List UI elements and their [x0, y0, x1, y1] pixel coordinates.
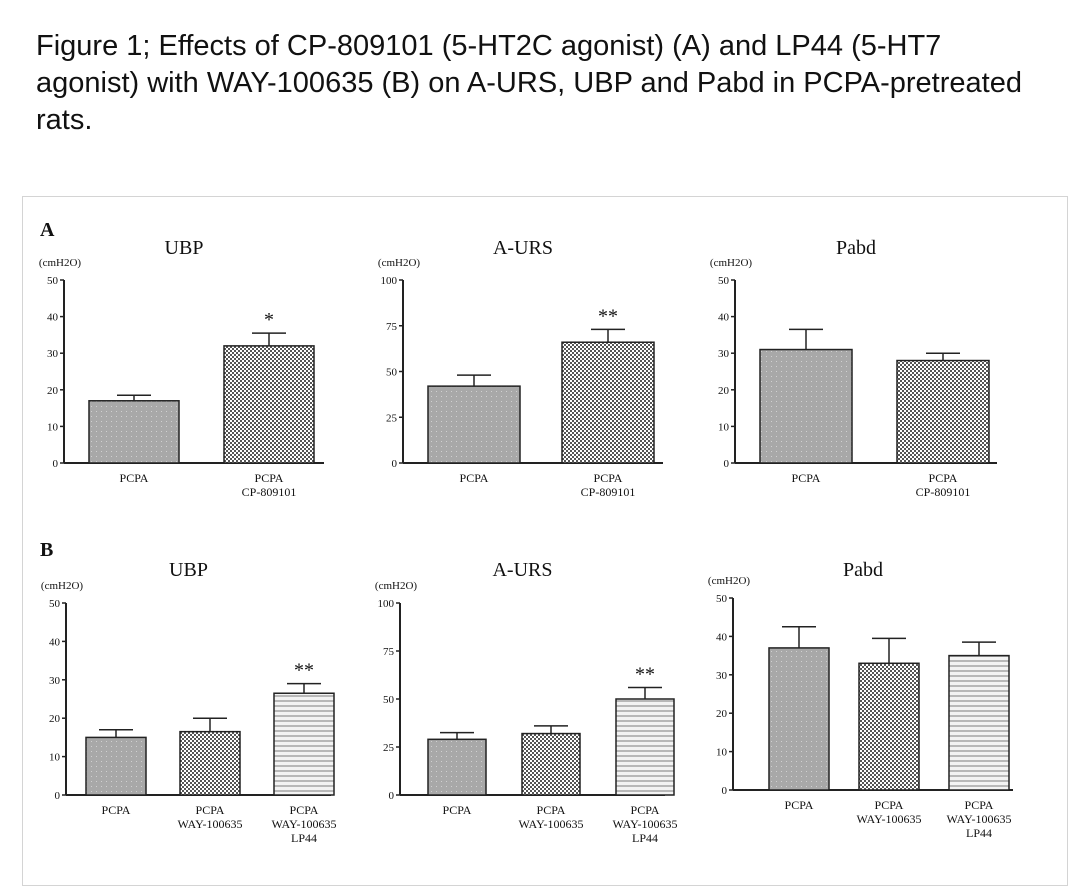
- bar: [768, 647, 830, 791]
- x-tick-label: LP44: [632, 831, 658, 845]
- y-axis-label: (cmH2O): [39, 257, 81, 269]
- chart-title: Pabd: [843, 559, 883, 581]
- bar: [759, 348, 853, 464]
- panel-letter-a: A: [40, 219, 55, 241]
- x-tick-label: WAY-100635: [857, 812, 922, 826]
- x-tick-label: PCPA: [460, 471, 489, 485]
- y-axis-label: (cmH2O): [708, 575, 750, 587]
- y-tick-label: 10: [716, 747, 728, 759]
- bar: [896, 359, 990, 464]
- chart-title: Pabd: [836, 237, 876, 259]
- y-tick-label: 20: [716, 708, 728, 720]
- y-tick-label: 0: [53, 458, 59, 470]
- bar: [561, 341, 655, 464]
- significance-marker: **: [294, 660, 314, 682]
- bar: [948, 654, 1010, 791]
- y-axis-label: (cmH2O): [41, 580, 83, 592]
- x-tick-label: PCPA: [290, 803, 319, 817]
- y-tick-label: 50: [383, 694, 395, 706]
- y-tick-label: 50: [716, 593, 728, 605]
- significance-marker: *: [264, 309, 274, 331]
- chart-title: A-URS: [493, 237, 553, 259]
- y-tick-label: 10: [49, 752, 61, 764]
- y-tick-label: 30: [47, 348, 59, 360]
- x-tick-label: PCPA: [102, 803, 131, 817]
- x-tick-label: PCPA: [196, 803, 225, 817]
- x-tick-label: CP-809101: [242, 485, 297, 499]
- x-tick-label: WAY-100635: [519, 817, 584, 831]
- chart-title: UBP: [165, 237, 204, 259]
- y-tick-label: 0: [722, 785, 728, 797]
- y-tick-label: 50: [47, 275, 59, 287]
- x-tick-label: WAY-100635: [178, 817, 243, 831]
- y-tick-label: 40: [718, 312, 730, 324]
- y-tick-label: 50: [49, 598, 61, 610]
- y-tick-label: 25: [386, 412, 398, 424]
- y-tick-label: 40: [716, 631, 728, 643]
- y-tick-label: 40: [49, 636, 61, 648]
- bar: [85, 736, 147, 796]
- figure-caption: Figure 1; Effects of CP-809101 (5-HT2C a…: [36, 30, 1022, 136]
- bar: [521, 732, 581, 796]
- y-tick-label: 20: [49, 713, 61, 725]
- bar: [858, 662, 920, 791]
- y-tick-label: 100: [378, 598, 395, 610]
- x-tick-label: WAY-100635: [947, 812, 1012, 826]
- bar: [88, 400, 180, 464]
- chart-title: A-URS: [492, 559, 552, 581]
- x-tick-label: PCPA: [965, 798, 994, 812]
- y-tick-label: 0: [724, 458, 730, 470]
- x-tick-label: PCPA: [785, 798, 814, 812]
- x-tick-label: CP-809101: [916, 485, 971, 499]
- y-tick-label: 10: [47, 421, 59, 433]
- bar: [273, 692, 335, 796]
- significance-marker: **: [598, 305, 618, 327]
- y-tick-label: 25: [383, 742, 395, 754]
- x-tick-label: WAY-100635: [272, 817, 337, 831]
- x-tick-label: PCPA: [594, 471, 623, 485]
- y-axis-label: (cmH2O): [375, 580, 417, 592]
- x-tick-label: PCPA: [537, 803, 566, 817]
- x-tick-label: PCPA: [792, 471, 821, 485]
- y-axis-label: (cmH2O): [710, 257, 752, 269]
- y-tick-label: 20: [47, 385, 59, 397]
- bar: [179, 730, 241, 796]
- bar: [615, 698, 675, 796]
- y-tick-label: 0: [389, 790, 395, 802]
- y-tick-label: 50: [386, 367, 398, 379]
- y-tick-label: 20: [718, 385, 730, 397]
- bar: [427, 385, 521, 464]
- chart-title: UBP: [169, 559, 208, 581]
- y-tick-label: 100: [381, 275, 398, 287]
- x-tick-label: PCPA: [255, 471, 284, 485]
- x-tick-label: LP44: [966, 826, 992, 840]
- y-tick-label: 0: [55, 790, 61, 802]
- x-tick-label: LP44: [291, 831, 317, 845]
- y-tick-label: 30: [49, 675, 61, 687]
- bar: [223, 345, 315, 464]
- y-tick-label: 75: [386, 321, 398, 333]
- y-axis-label: (cmH2O): [378, 257, 420, 269]
- x-tick-label: PCPA: [120, 471, 149, 485]
- y-tick-label: 0: [392, 458, 398, 470]
- y-tick-label: 30: [718, 348, 730, 360]
- y-tick-label: 30: [716, 670, 728, 682]
- y-tick-label: 10: [718, 421, 730, 433]
- x-tick-label: PCPA: [443, 803, 472, 817]
- y-tick-label: 40: [47, 312, 59, 324]
- bar: [427, 738, 487, 796]
- x-tick-label: PCPA: [875, 798, 904, 812]
- y-tick-label: 75: [383, 646, 395, 658]
- x-tick-label: WAY-100635: [613, 817, 678, 831]
- x-tick-label: CP-809101: [581, 485, 636, 499]
- y-tick-label: 50: [718, 275, 730, 287]
- x-tick-label: PCPA: [631, 803, 660, 817]
- panel-letter-b: B: [40, 539, 53, 561]
- significance-marker: **: [635, 663, 655, 685]
- x-tick-label: PCPA: [929, 471, 958, 485]
